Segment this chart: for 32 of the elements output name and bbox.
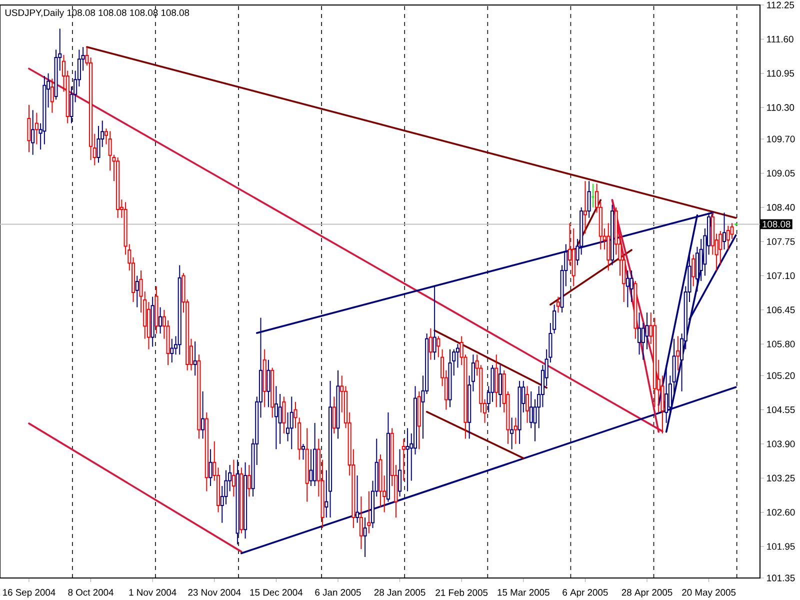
y-tick-label: 101.35	[767, 574, 795, 582]
y-tick-label: 110.95	[767, 70, 794, 77]
x-tick-label: 16 Sep 2004	[3, 589, 56, 598]
x-tick-label: 15 Dec 2004	[250, 589, 303, 596]
x-tick-label: 1 Nov 2004	[129, 589, 176, 596]
x-tick-label: 28 Jan 2005	[374, 589, 426, 596]
y-tick-label: 106.45	[767, 306, 795, 314]
x-tick-label: 6 Jan 2005	[315, 589, 361, 596]
x-tick-label: 23 Nov 2004	[188, 589, 241, 596]
ref-line-label: 108.08	[762, 220, 790, 228]
y-tick-label: 105.20	[767, 372, 795, 379]
y-tick-label: 108.40	[767, 204, 795, 211]
x-tick-label: 20 May 2005	[682, 589, 736, 598]
x-tick-label: 8 Oct 2004	[68, 589, 114, 596]
y-tick-label: 111.60	[767, 36, 794, 42]
y-tick-label: 104.55	[767, 406, 795, 414]
y-tick-label: 112.25	[767, 2, 794, 8]
x-tick-label: 15 Mar 2005	[498, 589, 550, 596]
y-tick-label: 103.90	[767, 440, 795, 448]
y-tick-label: 110.30	[767, 104, 794, 111]
x-tick-label: 6 Apr 2005	[562, 589, 608, 598]
y-tick-label: 109.05	[767, 170, 795, 177]
y-tick-label: 102.60	[767, 508, 795, 516]
y-tick-label: 109.70	[767, 136, 795, 142]
y-tick-label: 103.25	[767, 474, 795, 482]
x-tick-label: 21 Feb 2005	[436, 589, 488, 596]
x-tick-label: 28 Apr 2005	[622, 589, 672, 598]
y-tick-label: 105.80	[767, 340, 795, 348]
y-tick-label: 107.75	[767, 238, 795, 245]
y-tick-label: 101.95	[767, 543, 795, 550]
chart-title: USDJPY,Daily 108.08 108.08 108.08 108.08	[5, 9, 190, 18]
y-tick-label: 107.10	[767, 272, 795, 280]
